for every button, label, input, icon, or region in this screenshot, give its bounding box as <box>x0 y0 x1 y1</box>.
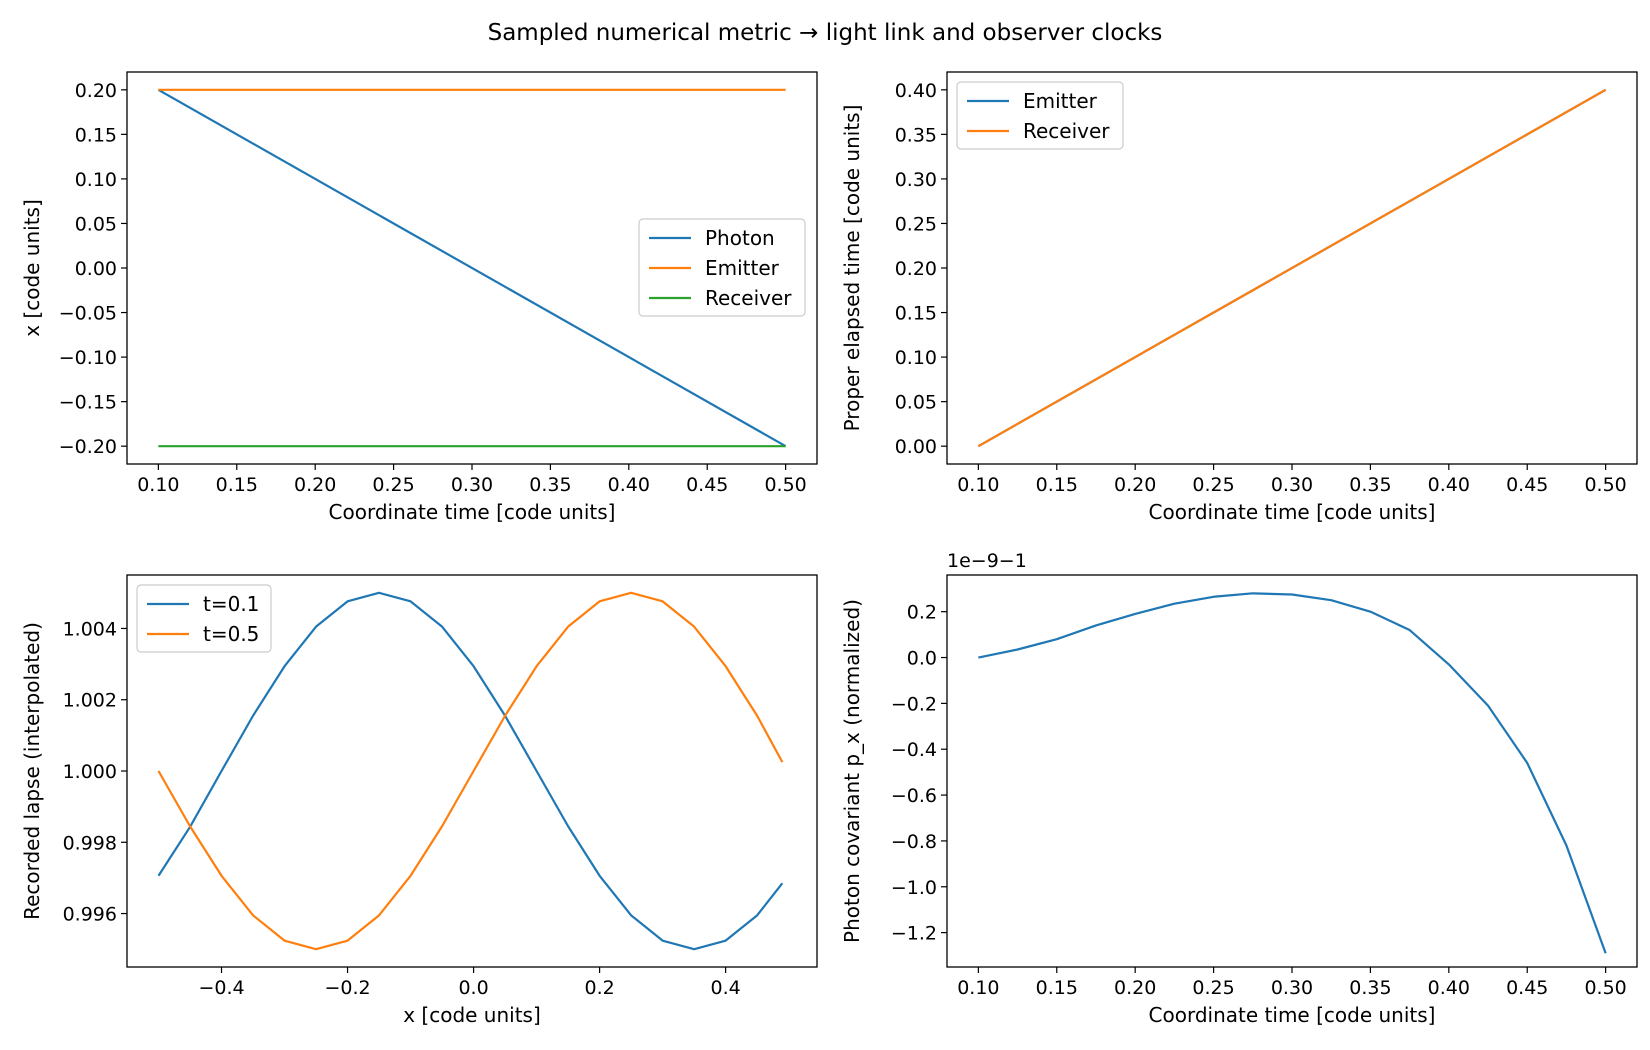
legend-label: Emitter <box>705 256 780 280</box>
y-tick-label: −0.6 <box>891 785 937 807</box>
y-axis-label: Proper elapsed time [code units] <box>840 105 864 432</box>
x-tick-label: 0.50 <box>764 474 806 496</box>
y-tick-label: 0.00 <box>895 436 937 458</box>
y-tick-label: 0.10 <box>75 169 117 191</box>
y-tick-label: 1.004 <box>63 618 117 640</box>
x-tick-label: 0.45 <box>686 474 728 496</box>
x-tick-label: 0.50 <box>1584 977 1626 999</box>
y-tick-label: 0.00 <box>75 258 117 280</box>
x-tick-label: 0.40 <box>608 474 650 496</box>
legend: t=0.1 t=0.5 <box>136 584 272 653</box>
y-tick-label: 0.996 <box>63 904 117 926</box>
y-tick-label: 0.15 <box>895 303 937 325</box>
series-line-photon <box>157 88 787 448</box>
x-tick-label: 0.4 <box>711 977 741 999</box>
panels: 0.10 0.15 0.20 0.25 0.30 0.35 0.40 0.45 0.500.20… <box>20 71 1638 1027</box>
x-tick-label: 0.35 <box>1349 977 1391 999</box>
y-axis-label: Photon covariant p_x (normalized) <box>840 599 864 943</box>
x-tick-label: 0.45 <box>1506 977 1548 999</box>
x-tick-label: 0.15 <box>1036 474 1078 496</box>
y-axis-label: Recorded lapse (interpolated) <box>20 622 44 920</box>
chart-panel-2: 0.10 0.15 0.20 0.25 0.30 0.35 0.40 0.45 0.50 0.40… <box>840 71 1638 524</box>
x-tick-label: 0.10 <box>957 977 999 999</box>
y-tick-label: 0.05 <box>895 392 937 414</box>
y-tick-label: 0.0 <box>907 648 937 670</box>
x-tick-label: 0.25 <box>1192 977 1234 999</box>
x-tick-label: 0.45 <box>1506 474 1548 496</box>
x-tick-label: 0.30 <box>1271 977 1313 999</box>
x-tick-label: 0.20 <box>294 474 336 496</box>
y-tick-label: 0.15 <box>75 124 117 146</box>
axis-offset-text: 1e−9−1 <box>947 550 1027 572</box>
chart-panel-3: −0.4 −0.2 0.0 0.2 0.4 1.004 1.002 1.000 0.998 0.9… <box>20 574 818 1027</box>
y-tick-label: −0.20 <box>59 436 117 458</box>
y-tick-label: 0.20 <box>75 80 117 102</box>
y-tick-label: −1.2 <box>891 923 937 945</box>
legend-label: Receiver <box>1023 119 1110 143</box>
y-tick-label: 0.10 <box>895 347 937 369</box>
y-tick-label: 0.998 <box>63 832 117 854</box>
x-tick-label: 0.30 <box>1271 474 1313 496</box>
x-tick-label: 0.20 <box>1114 474 1156 496</box>
x-tick-label: 0.35 <box>1349 474 1391 496</box>
legend-label: Photon <box>705 226 775 250</box>
y-tick-label: −1.0 <box>891 877 937 899</box>
y-tick-label: −0.8 <box>891 831 937 853</box>
x-tick-label: 0.0 <box>458 977 488 999</box>
series-line-t-0-1 <box>157 591 784 951</box>
y-axis-label: x [code units] <box>20 199 44 337</box>
legend-frame <box>136 584 272 653</box>
x-axis-label: Coordinate time [code units] <box>1149 1003 1436 1027</box>
x-tick-label: −0.4 <box>198 977 244 999</box>
x-tick-label: 0.50 <box>1584 474 1626 496</box>
legend: Emitter Receiver <box>956 81 1124 150</box>
legend-label: Emitter <box>1023 89 1098 113</box>
y-tick-label: 0.35 <box>895 124 937 146</box>
legend-frame <box>956 81 1124 150</box>
x-tick-label: 0.40 <box>1428 977 1470 999</box>
y-tick-label: 0.05 <box>75 213 117 235</box>
y-tick-label: −0.4 <box>891 739 937 761</box>
legend-label: t=0.1 <box>203 592 259 616</box>
x-tick-label: 0.25 <box>372 474 414 496</box>
y-tick-label: 0.2 <box>907 602 937 624</box>
x-tick-label: 0.30 <box>451 474 493 496</box>
y-tick-label: −0.10 <box>59 347 117 369</box>
figure-title: Sampled numerical metric → light link an… <box>488 20 1163 46</box>
legend: Photon Emitter Receiver <box>638 218 806 317</box>
legend-label: t=0.5 <box>203 622 259 646</box>
x-axis-label: Coordinate time [code units] <box>1149 500 1436 524</box>
y-tick-label: 1.002 <box>63 690 117 712</box>
x-tick-label: 0.25 <box>1192 474 1234 496</box>
x-tick-label: 0.20 <box>1114 977 1156 999</box>
x-tick-label: 0.15 <box>1036 977 1078 999</box>
y-tick-label: 0.20 <box>895 258 937 280</box>
y-tick-label: 0.40 <box>895 80 937 102</box>
y-tick-label: 1.000 <box>63 761 117 783</box>
x-tick-label: 0.10 <box>957 474 999 496</box>
y-tick-label: −0.05 <box>59 303 117 325</box>
y-tick-label: 0.30 <box>895 169 937 191</box>
series-line-1 <box>978 592 1607 954</box>
series-line-receiver <box>977 88 1607 448</box>
x-axis-label: x [code units] <box>403 1003 541 1027</box>
y-tick-label: 0.25 <box>895 213 937 235</box>
series-line-t-0-5 <box>157 591 784 951</box>
x-tick-label: 0.35 <box>529 474 571 496</box>
x-tick-label: 0.10 <box>137 474 179 496</box>
legend-label: Receiver <box>705 286 792 310</box>
y-tick-label: −0.15 <box>59 392 117 414</box>
chart-panel-4: 0.10 0.15 0.20 0.25 0.30 0.35 0.40 0.45 0.50 0.2 0… <box>840 550 1638 1027</box>
chart-panel-1: 0.10 0.15 0.20 0.25 0.30 0.35 0.40 0.45 0.50 0.20… <box>20 71 818 524</box>
x-tick-label: −0.2 <box>324 977 370 999</box>
x-axis-label: Coordinate time [code units] <box>329 500 616 524</box>
legend-frame <box>638 218 806 317</box>
y-tick-label: −0.2 <box>891 693 937 715</box>
x-tick-label: 0.40 <box>1428 474 1470 496</box>
x-tick-label: 0.15 <box>216 474 258 496</box>
x-tick-label: 0.2 <box>584 977 614 999</box>
